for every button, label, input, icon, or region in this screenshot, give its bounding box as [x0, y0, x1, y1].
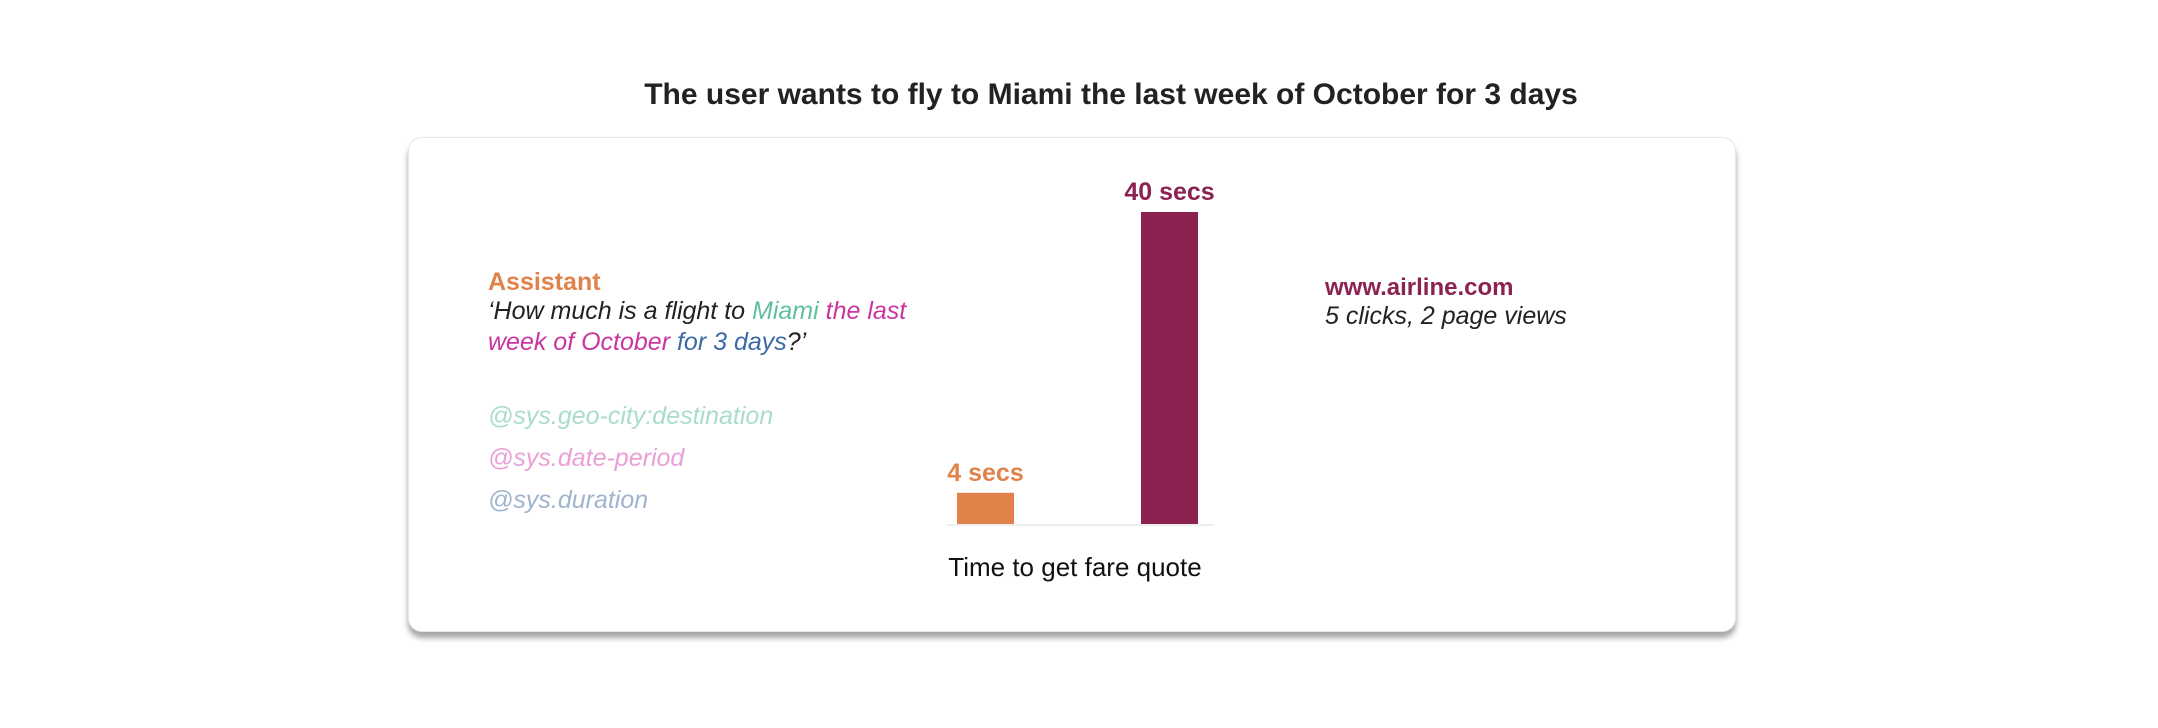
- bar: [1141, 212, 1198, 524]
- query-segment: the last week of October: [488, 297, 907, 356]
- title: The user wants to fly to Miami the last …: [644, 78, 1578, 111]
- query-segment: ?’: [786, 328, 807, 356]
- query-segment: for 3 days: [670, 328, 787, 356]
- value-label: 40 secs: [1124, 178, 1214, 206]
- entity: @sys.geo-city:destination: [488, 402, 774, 430]
- query: ‘How much is a flight to Miami the last …: [488, 296, 918, 358]
- card: [408, 137, 1736, 632]
- website-name: www.airline.com: [1325, 274, 1514, 301]
- query-segment: ‘How much is a flight to: [488, 297, 752, 325]
- assistant-label: Assistant: [488, 268, 601, 296]
- entity: @sys.date-period: [488, 444, 685, 472]
- value-label: 4 secs: [947, 459, 1023, 487]
- query-segment: Miami: [752, 297, 819, 325]
- entity: @sys.duration: [488, 486, 649, 514]
- website-detail: 5 clicks, 2 page views: [1325, 302, 1567, 330]
- bar: [957, 492, 1014, 524]
- x-axis-label: Time to get fare quote: [948, 552, 1201, 582]
